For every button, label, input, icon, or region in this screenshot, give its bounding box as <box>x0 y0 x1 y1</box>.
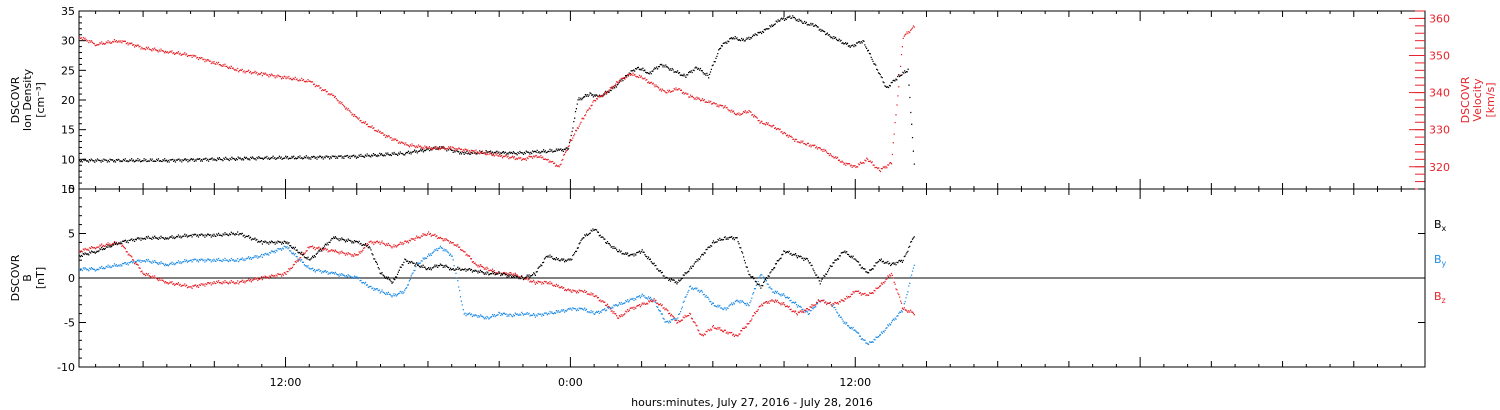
density-tick-label: 5 <box>68 183 75 196</box>
b-field-tick-label: 5 <box>68 228 75 241</box>
legend-bz: Bz <box>1434 290 1446 305</box>
velocity-ylabel-line1: DSCOVR <box>1459 76 1472 123</box>
legend-bx-text: B <box>1434 218 1442 231</box>
legend-by: By <box>1434 253 1447 268</box>
velocity-ylabel-line3: [km/s] <box>1484 82 1497 117</box>
b-field-legend: Bx By Bz <box>1434 218 1447 305</box>
velocity-tick-label: 350 <box>1429 50 1450 63</box>
legend-subscript: z <box>1442 296 1446 305</box>
bz-series <box>79 231 915 338</box>
b-field-ylabel-line2: B <box>21 274 34 282</box>
b-field-tick-label: 10 <box>61 183 75 196</box>
density-tick-label: 10 <box>61 153 75 166</box>
time-axis: 12:00 0:00 12:00 <box>95 11 1426 389</box>
density-ylabel-line1: DSCOVR <box>9 76 22 123</box>
density-tick-label: 20 <box>61 94 75 107</box>
density-tick-label: 25 <box>61 64 75 77</box>
x-axis-title: hours:minutes, July 27, 2016 - July 28, … <box>631 396 873 409</box>
velocity-ylabel-line2: Velocity <box>1471 78 1484 122</box>
b-field-tick-label: -5 <box>64 317 75 330</box>
legend-subscript: x <box>1442 224 1447 233</box>
density-ylabel: DSCOVR Ion Density [cm⁻³] <box>9 68 47 131</box>
legend-bx: Bx <box>1434 218 1447 233</box>
density-ylabel-line3: [cm⁻³] <box>34 82 47 118</box>
legend-subscript: y <box>1442 259 1447 268</box>
b-field-ylabel-line3: [nT] <box>34 267 47 289</box>
density-tick-label: 35 <box>61 5 75 18</box>
b-field-ylabel-line1: DSCOVR <box>9 254 22 301</box>
time-tick-label: 0:00 <box>558 376 583 389</box>
velocity-ylabel: DSCOVR Velocity [km/s] <box>1459 76 1497 123</box>
legend-by-text: B <box>1434 253 1442 266</box>
density-tick-label: 30 <box>61 35 75 48</box>
velocity-tick-label: 360 <box>1429 12 1450 25</box>
velocity-tick-label: 320 <box>1429 161 1450 174</box>
b-field-tick-label: 0 <box>68 272 75 285</box>
time-tick-label: 12:00 <box>270 376 302 389</box>
velocity-tick-label: 330 <box>1429 124 1450 137</box>
bx-series <box>79 228 915 289</box>
by-series <box>79 245 915 345</box>
legend-bz-text: B <box>1434 290 1442 303</box>
velocity-tick-label: 340 <box>1429 87 1450 100</box>
time-tick-label: 12:00 <box>839 376 871 389</box>
b-field-ylabel: DSCOVR B [nT] <box>9 254 47 301</box>
ion-density-series <box>79 15 915 165</box>
velocity-series <box>79 25 915 173</box>
density-tick-label: 15 <box>61 124 75 137</box>
plasma-series <box>79 15 915 173</box>
field-series <box>79 228 915 345</box>
velocity-axis: 320 330 340 350 360 <box>1409 10 1450 190</box>
b-field-tick-label: -10 <box>57 361 75 374</box>
density-ylabel-line2: Ion Density <box>21 68 34 131</box>
